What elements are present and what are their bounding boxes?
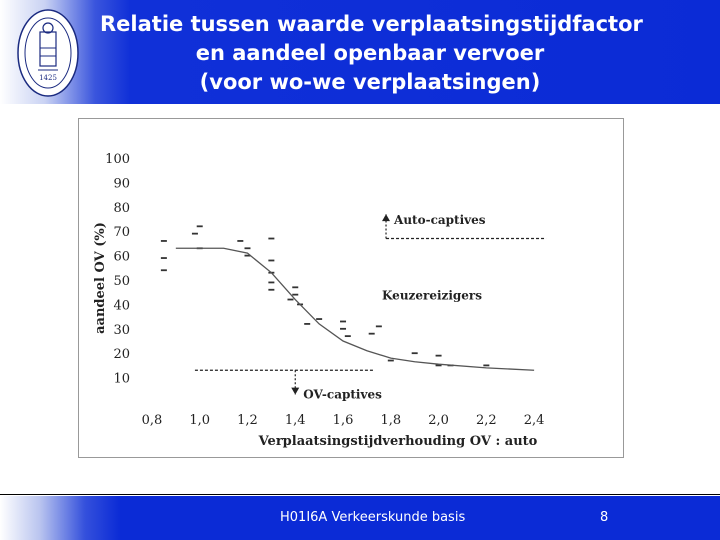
annotation-label: Auto-captives: [393, 213, 486, 227]
university-seal-logo: 1425: [17, 9, 79, 97]
title-banner: [0, 0, 720, 104]
trend-curve: [175, 247, 535, 371]
y-tick-label: 20: [113, 347, 130, 362]
x-tick-label: 1,6: [333, 413, 354, 428]
y-axis-label: aandeel OV (%): [93, 222, 108, 334]
page-number: 8: [600, 510, 609, 525]
x-tick-label: 2,0: [428, 413, 449, 428]
title-line-3: (voor wo-we verplaatsingen): [199, 70, 541, 94]
x-tick-label: 1,0: [189, 413, 210, 428]
x-tick-label: 1,4: [285, 413, 306, 428]
y-tick-label: 60: [113, 250, 130, 265]
y-tick-label: 90: [113, 176, 130, 191]
title-line-1: Relatie tussen waarde verplaatsingstijdf…: [100, 12, 643, 36]
annotation-arrowhead: [382, 214, 391, 222]
y-tick-label: 80: [113, 201, 130, 216]
footer-bar: [0, 496, 720, 540]
y-tick-label: 70: [113, 225, 130, 240]
y-tick-label: 30: [113, 323, 130, 338]
footer-course-label: H01I6A Verkeerskunde basis: [280, 510, 466, 525]
x-tick-label: 2,4: [524, 413, 545, 428]
x-tick-label: 0,8: [142, 413, 163, 428]
x-axis-label: Verplaatsingstijdverhouding OV : auto: [258, 434, 538, 449]
x-tick-label: 1,2: [237, 413, 258, 428]
slide-title: Relatie tussen waarde verplaatsingstijdf…: [100, 10, 643, 97]
annotation-label: Keuzereizigers: [382, 289, 482, 303]
footer-divider: [0, 494, 720, 495]
annotation-arrowhead: [291, 387, 300, 395]
x-tick-label: 1,8: [380, 413, 401, 428]
y-tick-label: 40: [113, 298, 130, 313]
chart-border: [78, 118, 624, 458]
chart: 10 20 30 40 50 60 70 80 90 100 0,8 1,0 1,2 1,4 1,6 1,8…: [78, 118, 624, 458]
seal-year: 1425: [39, 74, 57, 82]
y-tick-label: 50: [113, 274, 130, 289]
annotation-label: OV-captives: [303, 388, 382, 402]
title-line-2: en aandeel openbaar vervoer: [195, 41, 545, 65]
y-tick-label: 100: [105, 152, 130, 167]
x-tick-label: 2,2: [476, 413, 497, 428]
y-tick-label: 10: [113, 372, 130, 387]
